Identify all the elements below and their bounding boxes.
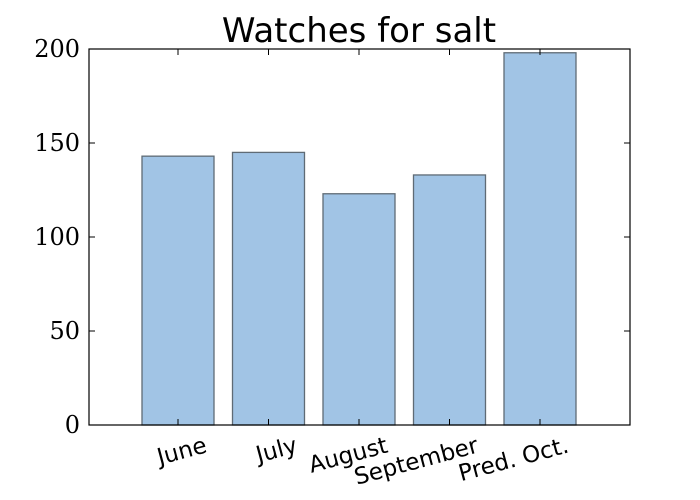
y-tick-labels: 0 50 100 150 200	[34, 35, 80, 439]
chart-title: Watches for salt	[222, 11, 496, 51]
bar-0	[141, 155, 215, 426]
bar-2	[322, 193, 396, 426]
y-tick-label-0: 0	[65, 411, 80, 439]
bar-3	[412, 174, 487, 426]
y-tick-label-3: 150	[34, 129, 80, 157]
y-tick-label-2: 100	[34, 223, 80, 251]
plot-area-frame	[88, 48, 631, 426]
bar-1	[231, 151, 306, 426]
bar-4	[503, 52, 577, 426]
x-tick-label-1: July	[251, 433, 300, 469]
bars-group	[141, 52, 577, 426]
y-tick-label-1: 50	[49, 317, 80, 345]
x-tick-label-0: June	[153, 433, 210, 472]
y-tick-label-4: 200	[34, 35, 80, 63]
